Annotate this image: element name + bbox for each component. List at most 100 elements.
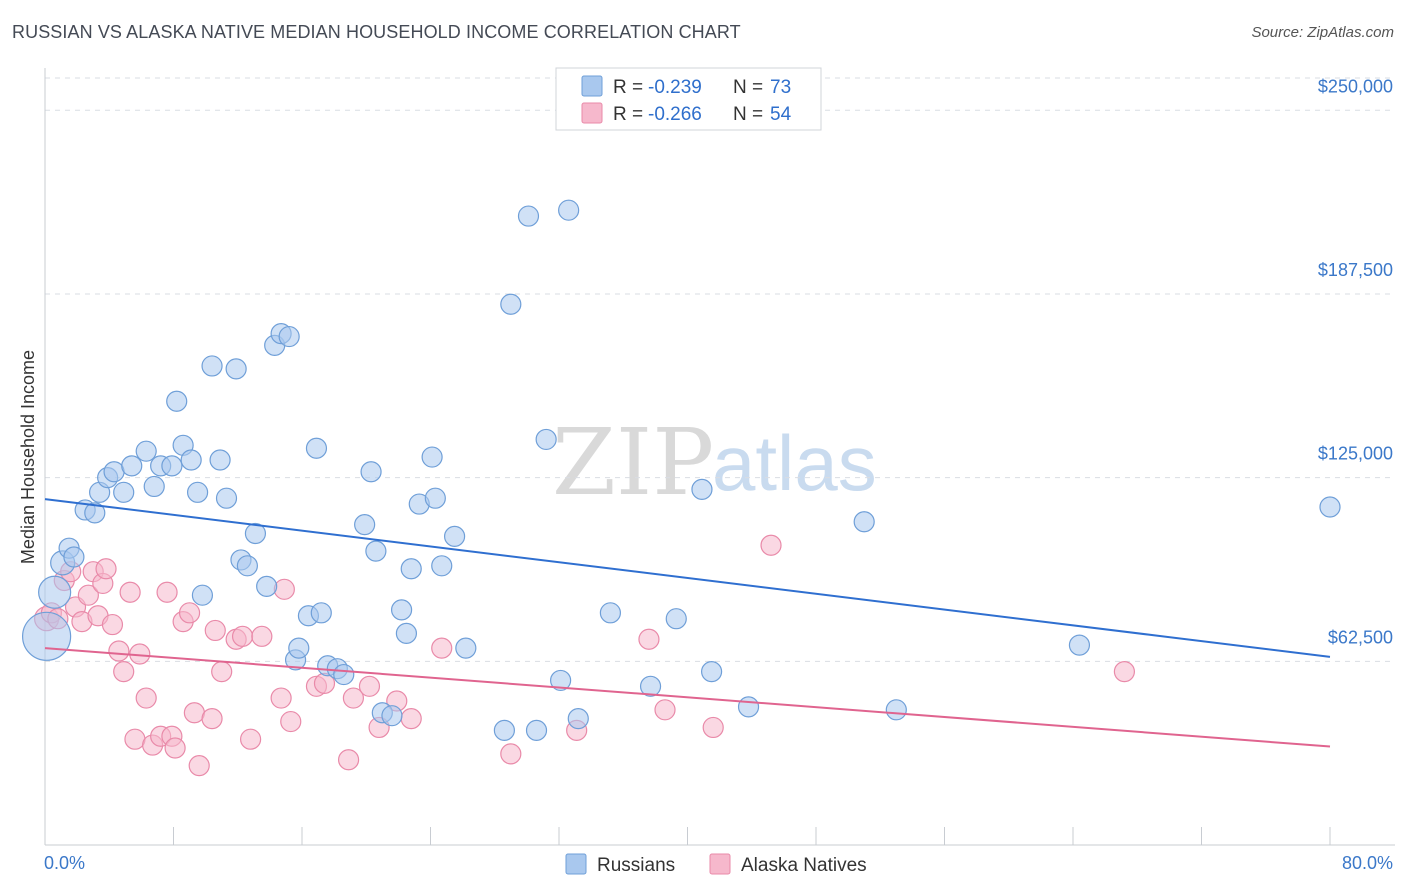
russians-point <box>1319 496 1341 518</box>
alaska-natives-point <box>638 628 660 650</box>
alaska-natives-point <box>113 661 135 683</box>
russians-point <box>558 199 580 221</box>
russians-point <box>135 440 157 462</box>
russians-point <box>22 611 72 661</box>
russians-point <box>180 449 202 471</box>
russians-point <box>143 475 165 498</box>
russians-point <box>665 608 687 630</box>
alaska-natives-point <box>251 625 273 647</box>
alaska-natives-point <box>164 737 186 759</box>
russians-point <box>517 205 540 227</box>
alaska-natives-point <box>231 625 254 647</box>
russians-point <box>305 437 328 459</box>
russians-point <box>278 325 300 348</box>
alaska-natives-point <box>156 581 178 603</box>
russians-point <box>236 555 258 577</box>
russians-point <box>700 661 723 683</box>
alaska-natives-point <box>500 743 522 765</box>
russians-point <box>354 514 376 536</box>
russians-point <box>365 540 387 562</box>
alaska-natives-point <box>135 687 157 709</box>
watermark-zip: ZIP <box>552 409 714 516</box>
alaska-natives-point <box>760 534 782 556</box>
alaska-natives-point <box>183 702 205 724</box>
russians-point <box>225 358 247 380</box>
russians-point <box>443 525 466 548</box>
alaska-natives-point <box>702 716 724 739</box>
russians-point <box>395 622 418 644</box>
russians-point <box>737 696 760 718</box>
correlation-legend: R = -0.239 N = 73 R = -0.266 N = 54 <box>555 67 822 131</box>
russians-point <box>599 602 622 624</box>
russians-point <box>121 455 143 477</box>
y-axis-title: Median Household Income <box>18 350 38 564</box>
alaska-natives-point <box>654 699 676 721</box>
alaska-natives-point <box>1113 661 1136 683</box>
russians-point <box>244 522 267 545</box>
russians-point <box>63 546 85 568</box>
y-tick-label: $125,000 <box>1318 444 1393 464</box>
russians-point <box>201 355 223 377</box>
russians-point <box>400 558 422 580</box>
russians-point <box>209 449 231 471</box>
russians-point <box>455 637 477 659</box>
russians-point <box>310 602 332 624</box>
alaska-natives-point <box>201 708 223 730</box>
alaska-natives-point <box>211 661 233 683</box>
alaska-natives-point <box>188 755 210 777</box>
russians-point <box>166 390 188 412</box>
alaska-natives-point <box>358 675 381 697</box>
legend-n-value-2: 54 <box>770 104 792 125</box>
bottom-legend-swatch-russians <box>565 853 587 875</box>
y-tick-label: $250,000 <box>1318 76 1393 96</box>
alaska-natives-point <box>270 687 292 709</box>
russians-points <box>22 199 1341 741</box>
alaska-natives-point <box>101 613 124 636</box>
source-label: Source: ZipAtlas.com <box>1251 24 1394 41</box>
watermark-atlas: atlas <box>712 419 877 507</box>
y-tick-labels: $62,500 $125,000 $187,500 $250,000 <box>1318 76 1393 647</box>
russians-point <box>256 575 278 597</box>
legend-r-label-2: R = <box>613 104 643 125</box>
alaska-natives-point <box>119 581 141 603</box>
russians-point <box>186 481 209 503</box>
alaska-natives-point <box>431 637 453 659</box>
bottom-legend-russians: Russians <box>597 855 675 876</box>
alaska-natives-point <box>77 584 99 606</box>
russians-point <box>191 584 214 606</box>
y-tick-label: $187,500 <box>1318 260 1393 280</box>
legend-n-label-1: N = <box>733 77 763 98</box>
alaska-natives-point <box>240 728 262 750</box>
russians-point <box>161 455 183 477</box>
alaska-natives-point <box>400 708 422 730</box>
russians-point <box>885 699 907 721</box>
alaska-natives-point <box>124 728 146 750</box>
x-tick-label-min: 0.0% <box>44 853 85 873</box>
russians-point <box>639 675 662 697</box>
russians-point <box>535 428 557 451</box>
russians-point <box>1068 634 1091 656</box>
russians-point <box>550 669 572 692</box>
alaska-natives-point <box>273 578 295 600</box>
russians-trend-line <box>44 498 1331 658</box>
russians-point <box>84 502 106 524</box>
bottom-legend-swatch-alaska-natives <box>709 853 731 875</box>
russians-point <box>113 481 135 503</box>
legend-r-value-2: -0.266 <box>648 104 702 125</box>
russians-point <box>431 555 453 577</box>
alaska-natives-points <box>34 534 1136 777</box>
alaska-natives-point <box>204 619 226 642</box>
legend-r-label-1: R = <box>613 77 643 98</box>
alaska-natives-trend-line <box>44 647 1331 748</box>
legend-n-value-1: 73 <box>770 77 791 98</box>
russians-point <box>333 663 355 686</box>
legend-r-value-1: -0.239 <box>648 77 702 98</box>
russians-point <box>38 575 72 609</box>
russians-point <box>493 719 515 741</box>
russians-point <box>103 461 125 483</box>
alaska-natives-point <box>280 710 302 733</box>
russians-point <box>390 599 413 621</box>
legend-swatch-russians <box>581 75 603 97</box>
russians-point <box>421 446 443 468</box>
